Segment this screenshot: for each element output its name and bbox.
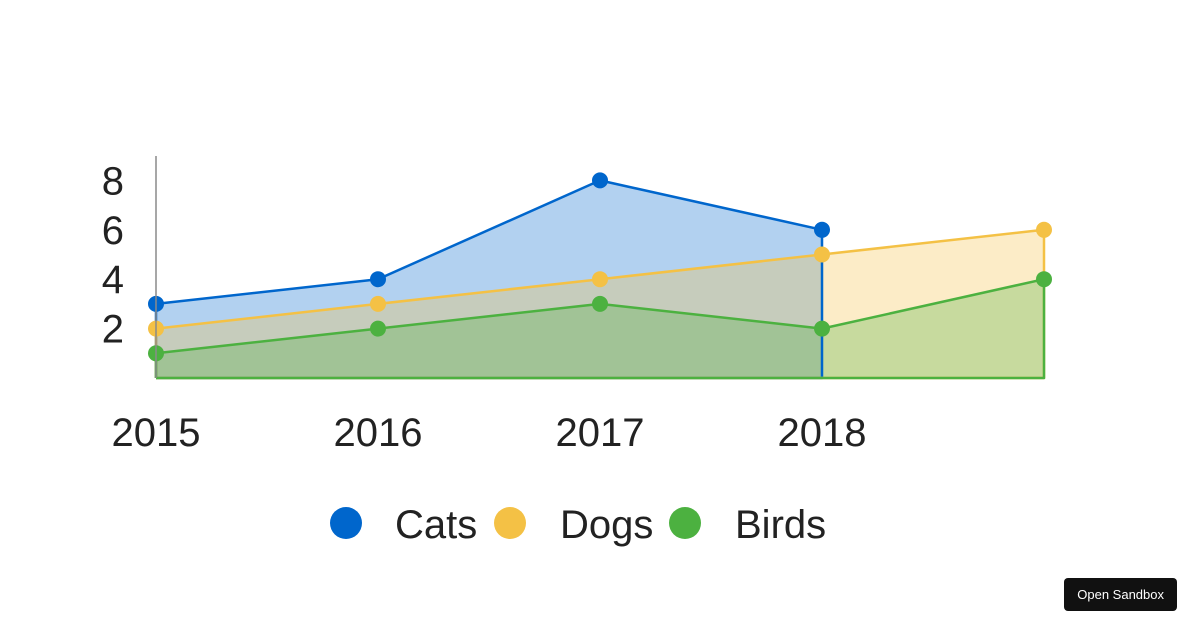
y-tick-label: 2 bbox=[102, 308, 124, 352]
legend: Cats Dogs Birds bbox=[330, 503, 826, 547]
y-tick-labels: 2 4 6 8 bbox=[102, 159, 124, 351]
birds-point[interactable] bbox=[592, 295, 608, 312]
legend-cats-marker bbox=[330, 507, 362, 539]
cats-point[interactable] bbox=[370, 271, 386, 288]
x-tick-label: 2016 bbox=[334, 411, 423, 455]
cats-point[interactable] bbox=[592, 172, 608, 189]
legend-dogs-marker bbox=[494, 507, 526, 539]
dogs-point[interactable] bbox=[814, 246, 830, 263]
x-tick-labels: 2015 2016 2017 2018 bbox=[112, 411, 867, 455]
y-tick-label: 4 bbox=[102, 258, 124, 302]
y-tick-label: 6 bbox=[102, 209, 124, 253]
open-sandbox-button[interactable]: Open Sandbox bbox=[1064, 578, 1177, 611]
x-tick-label: 2017 bbox=[556, 411, 645, 455]
dogs-point[interactable] bbox=[592, 271, 608, 288]
birds-line bbox=[154, 277, 1046, 380]
birds-point[interactable] bbox=[814, 320, 830, 337]
x-tick-label: 2018 bbox=[778, 411, 867, 455]
legend-birds-label: Birds bbox=[735, 503, 826, 547]
x-tick-label: 2015 bbox=[112, 411, 201, 455]
legend-dogs-label: Dogs bbox=[560, 503, 653, 547]
cats-area bbox=[156, 180, 822, 378]
legend-birds-marker bbox=[669, 507, 701, 539]
cats-point[interactable] bbox=[814, 221, 830, 238]
dogs-point[interactable] bbox=[1036, 221, 1052, 238]
birds-point[interactable] bbox=[1036, 271, 1052, 288]
y-tick-label: 8 bbox=[102, 159, 124, 203]
legend-cats-label: Cats bbox=[395, 503, 477, 547]
dogs-point[interactable] bbox=[370, 295, 386, 312]
birds-point[interactable] bbox=[370, 320, 386, 337]
